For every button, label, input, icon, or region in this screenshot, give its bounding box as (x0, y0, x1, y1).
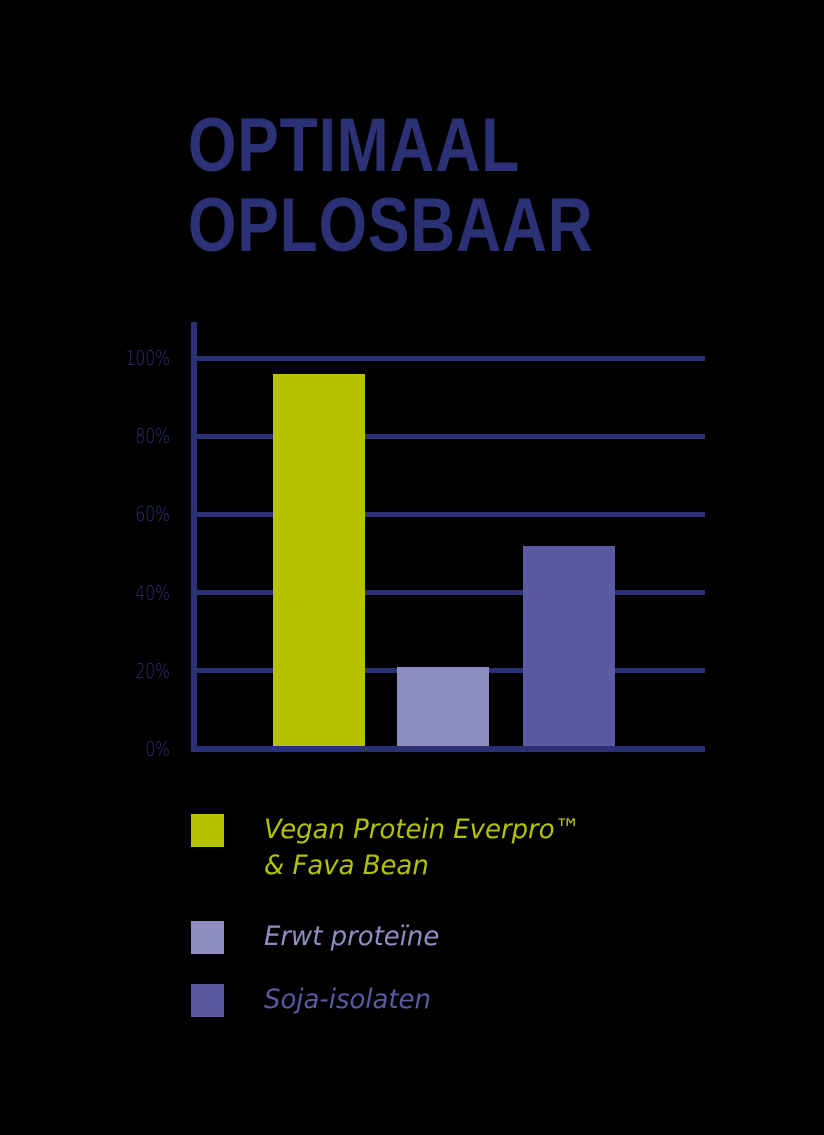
bar (273, 373, 365, 746)
chart-title: OPTIMAAL OPLOSBAAR (188, 108, 594, 268)
y-tick-label: 100% (125, 346, 170, 370)
legend-label-erwt: Erwt proteïne (264, 921, 440, 952)
y-tick-label: 20% (135, 658, 170, 683)
legend-swatch-erwt (191, 921, 224, 954)
bar-chart: 0% 20% 40% 60% 80% 100% (125, 322, 705, 761)
legend-label-soja: Soja-isolaten (264, 984, 431, 1015)
legend-swatch-vegan (191, 814, 224, 847)
y-tick-label: 60% (135, 502, 170, 527)
chart-title-line-1: OPTIMAAL (188, 103, 520, 188)
bar (397, 666, 489, 746)
bar (523, 545, 615, 746)
chart-title-line-2: OPLOSBAAR (188, 183, 594, 268)
gridline (197, 590, 705, 596)
y-tick-label: 0% (145, 737, 170, 761)
x-axis-line (191, 746, 705, 752)
legend-label-vegan: Vegan Protein Everpro™ & Fava Bean (264, 814, 581, 881)
gridline (197, 355, 705, 361)
y-axis-line (191, 322, 197, 752)
gridline (197, 433, 705, 439)
legend-swatch-soja (191, 984, 224, 1017)
y-tick-label: 80% (135, 424, 170, 449)
y-tick-label: 40% (135, 580, 170, 605)
gridline (197, 511, 705, 517)
